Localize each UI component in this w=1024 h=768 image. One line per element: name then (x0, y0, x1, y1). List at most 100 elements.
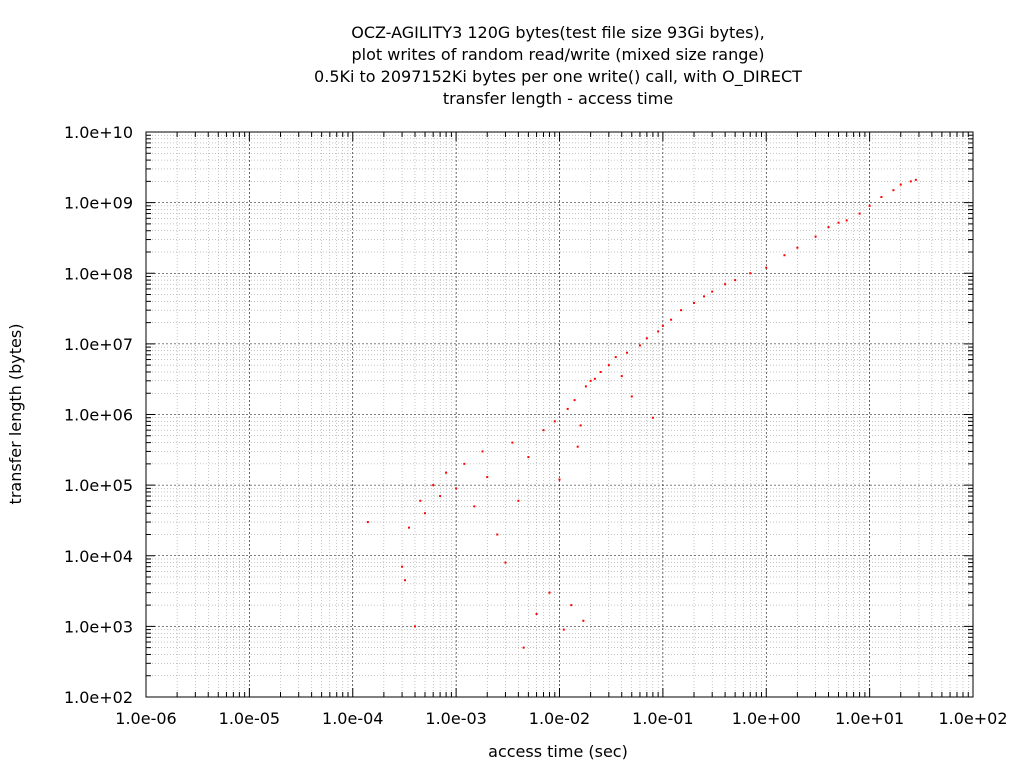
y-tick-label: 1.0e+02 (64, 688, 133, 707)
data-point (366, 521, 369, 524)
plot-frame (145, 131, 974, 698)
x-tick-label: 1.0e-01 (632, 709, 693, 728)
data-point (614, 356, 617, 359)
data-point (827, 226, 830, 229)
x-tick-label: 1.0e-05 (219, 709, 280, 728)
data-point (868, 204, 871, 207)
data-point (419, 499, 422, 502)
data-point (473, 505, 476, 508)
grid (145, 131, 974, 698)
x-tick-label: 1.0e-03 (425, 709, 486, 728)
data-point (401, 565, 404, 568)
data-point (657, 330, 660, 333)
data-point (711, 290, 714, 293)
y-tick-label: 1.0e+07 (64, 335, 133, 354)
data-point (463, 462, 466, 465)
data-point (783, 254, 786, 257)
y-tick-label: 1.0e+04 (64, 547, 133, 566)
data-point (548, 591, 551, 594)
data-point (403, 579, 406, 582)
data-points (366, 178, 917, 649)
data-point (670, 318, 673, 321)
data-point (703, 295, 706, 298)
data-point (589, 379, 592, 382)
data-point (796, 246, 799, 249)
data-point (909, 180, 912, 183)
data-point (570, 604, 573, 607)
x-tick-labels: 1.0e-06 1.0e-05 1.0e-04 1.0e-03 1.0e-02 1.0e-… (115, 709, 1007, 728)
data-point (858, 212, 861, 215)
data-point (566, 407, 569, 410)
data-point (620, 375, 623, 378)
data-point (692, 301, 695, 304)
y-tick-label: 1.0e+03 (64, 617, 133, 636)
x-tick-label: 1.0e+00 (732, 709, 801, 728)
data-point (899, 183, 902, 186)
data-point (837, 221, 840, 224)
data-point (413, 625, 416, 628)
chart-title: OCZ-AGILITY3 120G bytes(test file size 9… (314, 23, 802, 108)
data-point (504, 561, 507, 564)
data-point (576, 445, 579, 448)
x-tick-label: 1.0e+02 (938, 709, 1007, 728)
y-axis-label: transfer length (bytes) (6, 324, 25, 505)
data-point (562, 628, 565, 631)
x-tick-label: 1.0e-02 (529, 709, 590, 728)
data-point (584, 385, 587, 388)
data-point (511, 441, 514, 444)
x-tick-label: 1.0e-06 (115, 709, 176, 728)
x-tick-label: 1.0e-04 (322, 709, 383, 728)
data-point (522, 646, 525, 649)
data-point (496, 533, 499, 536)
data-point (749, 272, 752, 275)
y-tick-label: 1.0e+08 (64, 264, 133, 283)
data-point (553, 420, 556, 423)
data-point (724, 283, 727, 286)
data-point (582, 619, 585, 622)
x-tick-label: 1.0e+01 (835, 709, 904, 728)
data-point (626, 351, 629, 354)
data-point (734, 279, 737, 282)
data-point (573, 399, 576, 402)
x-axis-label: access time (sec) (488, 742, 628, 761)
title-line-1: OCZ-AGILITY3 120G bytes(test file size 9… (351, 23, 765, 42)
data-point (630, 395, 633, 398)
data-point (558, 478, 561, 481)
data-point (607, 364, 610, 367)
data-point (527, 456, 530, 459)
data-point (599, 370, 602, 373)
data-point (661, 324, 664, 327)
data-point (593, 377, 596, 380)
data-point (432, 484, 435, 487)
y-tick-label: 1.0e+09 (64, 194, 133, 213)
y-tick-labels: 1.0e+02 1.0e+03 1.0e+04 1.0e+05 1.0e+06 1.0e+… (64, 123, 133, 707)
y-tick-label: 1.0e+06 (64, 406, 133, 425)
data-point (407, 526, 410, 529)
data-point (845, 219, 848, 222)
data-point (814, 235, 817, 238)
y-tick-label: 1.0e+10 (64, 123, 133, 142)
y-tick-label: 1.0e+05 (64, 476, 133, 495)
title-line-3: 0.5Ki to 2097152Ki bytes per one write()… (314, 67, 802, 87)
data-point (579, 424, 582, 427)
data-point (486, 476, 489, 479)
data-point (481, 450, 484, 453)
data-point (535, 612, 538, 615)
data-point (439, 495, 442, 498)
title-line-4: transfer length - access time (443, 89, 673, 108)
data-point (892, 189, 895, 192)
data-point (914, 178, 917, 181)
title-line-2: plot writes of random read/write (mixed … (352, 45, 765, 64)
data-point (455, 487, 458, 490)
data-point (638, 344, 641, 347)
data-point (445, 471, 448, 474)
data-point (880, 196, 883, 199)
data-point (645, 337, 648, 340)
data-point (680, 309, 683, 312)
data-point (765, 266, 768, 269)
data-point (542, 429, 545, 432)
data-point (651, 416, 654, 419)
data-point (424, 512, 427, 515)
